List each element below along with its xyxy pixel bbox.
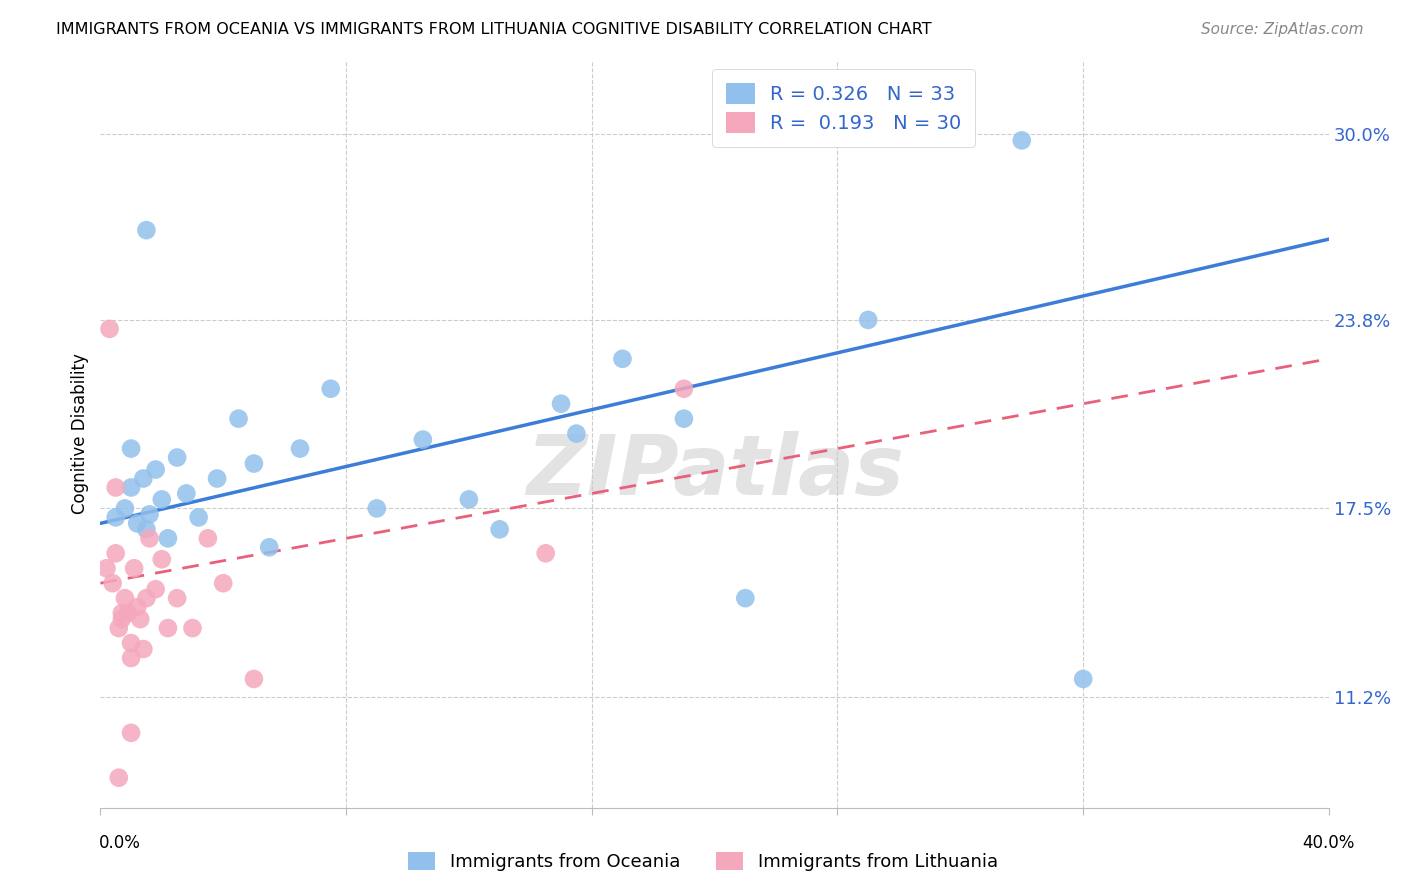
Point: [104, 546, 127, 560]
Point: [565, 426, 588, 441]
Point: [458, 492, 481, 507]
Point: [150, 552, 173, 566]
Point: [132, 471, 155, 485]
Point: [145, 582, 167, 597]
Point: [120, 480, 142, 494]
Point: [98, 322, 121, 336]
Point: [181, 621, 204, 635]
Point: [96, 561, 118, 575]
Point: [107, 771, 129, 785]
Point: [734, 591, 756, 606]
Point: [205, 471, 228, 485]
Text: IMMIGRANTS FROM OCEANIA VS IMMIGRANTS FROM LITHUANIA COGNITIVE DISABILITY CORREL: IMMIGRANTS FROM OCEANIA VS IMMIGRANTS FR…: [56, 22, 932, 37]
Point: [319, 382, 342, 396]
Point: [111, 612, 134, 626]
Point: [104, 510, 127, 524]
Text: 0.0%: 0.0%: [98, 834, 141, 852]
Point: [145, 462, 167, 476]
Point: [412, 433, 434, 447]
Point: [1011, 133, 1033, 147]
Point: [197, 532, 219, 546]
Point: [107, 621, 129, 635]
Point: [135, 223, 157, 237]
Point: [612, 351, 634, 366]
Text: Source: ZipAtlas.com: Source: ZipAtlas.com: [1201, 22, 1364, 37]
Point: [176, 486, 198, 500]
Point: [120, 636, 142, 650]
Point: [243, 672, 266, 686]
Point: [288, 442, 311, 456]
Point: [187, 510, 209, 524]
Point: [114, 501, 136, 516]
Point: [111, 606, 134, 620]
Point: [101, 576, 124, 591]
Point: [672, 411, 695, 425]
Point: [1071, 672, 1094, 686]
Point: [156, 532, 179, 546]
Point: [550, 397, 572, 411]
Point: [127, 516, 149, 531]
Point: [534, 546, 557, 560]
Legend: Immigrants from Oceania, Immigrants from Lithuania: Immigrants from Oceania, Immigrants from…: [401, 845, 1005, 879]
Point: [366, 501, 388, 516]
Point: [672, 382, 695, 396]
Point: [138, 532, 160, 546]
Y-axis label: Cognitive Disability: Cognitive Disability: [72, 353, 89, 514]
Point: [488, 522, 510, 536]
Text: ZIPatlas: ZIPatlas: [526, 431, 904, 511]
Point: [259, 541, 281, 555]
Point: [166, 450, 188, 465]
Point: [120, 726, 142, 740]
Point: [127, 600, 149, 615]
Point: [120, 442, 142, 456]
Point: [114, 591, 136, 606]
Point: [135, 591, 157, 606]
Point: [856, 313, 879, 327]
Legend: R = 0.326   N = 33, R =  0.193   N = 30: R = 0.326 N = 33, R = 0.193 N = 30: [711, 70, 976, 146]
Point: [122, 561, 145, 575]
Point: [129, 612, 152, 626]
Point: [156, 621, 179, 635]
Point: [243, 457, 266, 471]
Point: [150, 492, 173, 507]
Point: [135, 522, 157, 536]
Point: [166, 591, 188, 606]
Point: [120, 651, 142, 665]
Point: [212, 576, 235, 591]
Point: [104, 480, 127, 494]
Point: [228, 411, 250, 425]
Point: [138, 508, 160, 522]
Text: 40.0%: 40.0%: [1302, 834, 1355, 852]
Point: [117, 606, 139, 620]
Point: [132, 642, 155, 657]
